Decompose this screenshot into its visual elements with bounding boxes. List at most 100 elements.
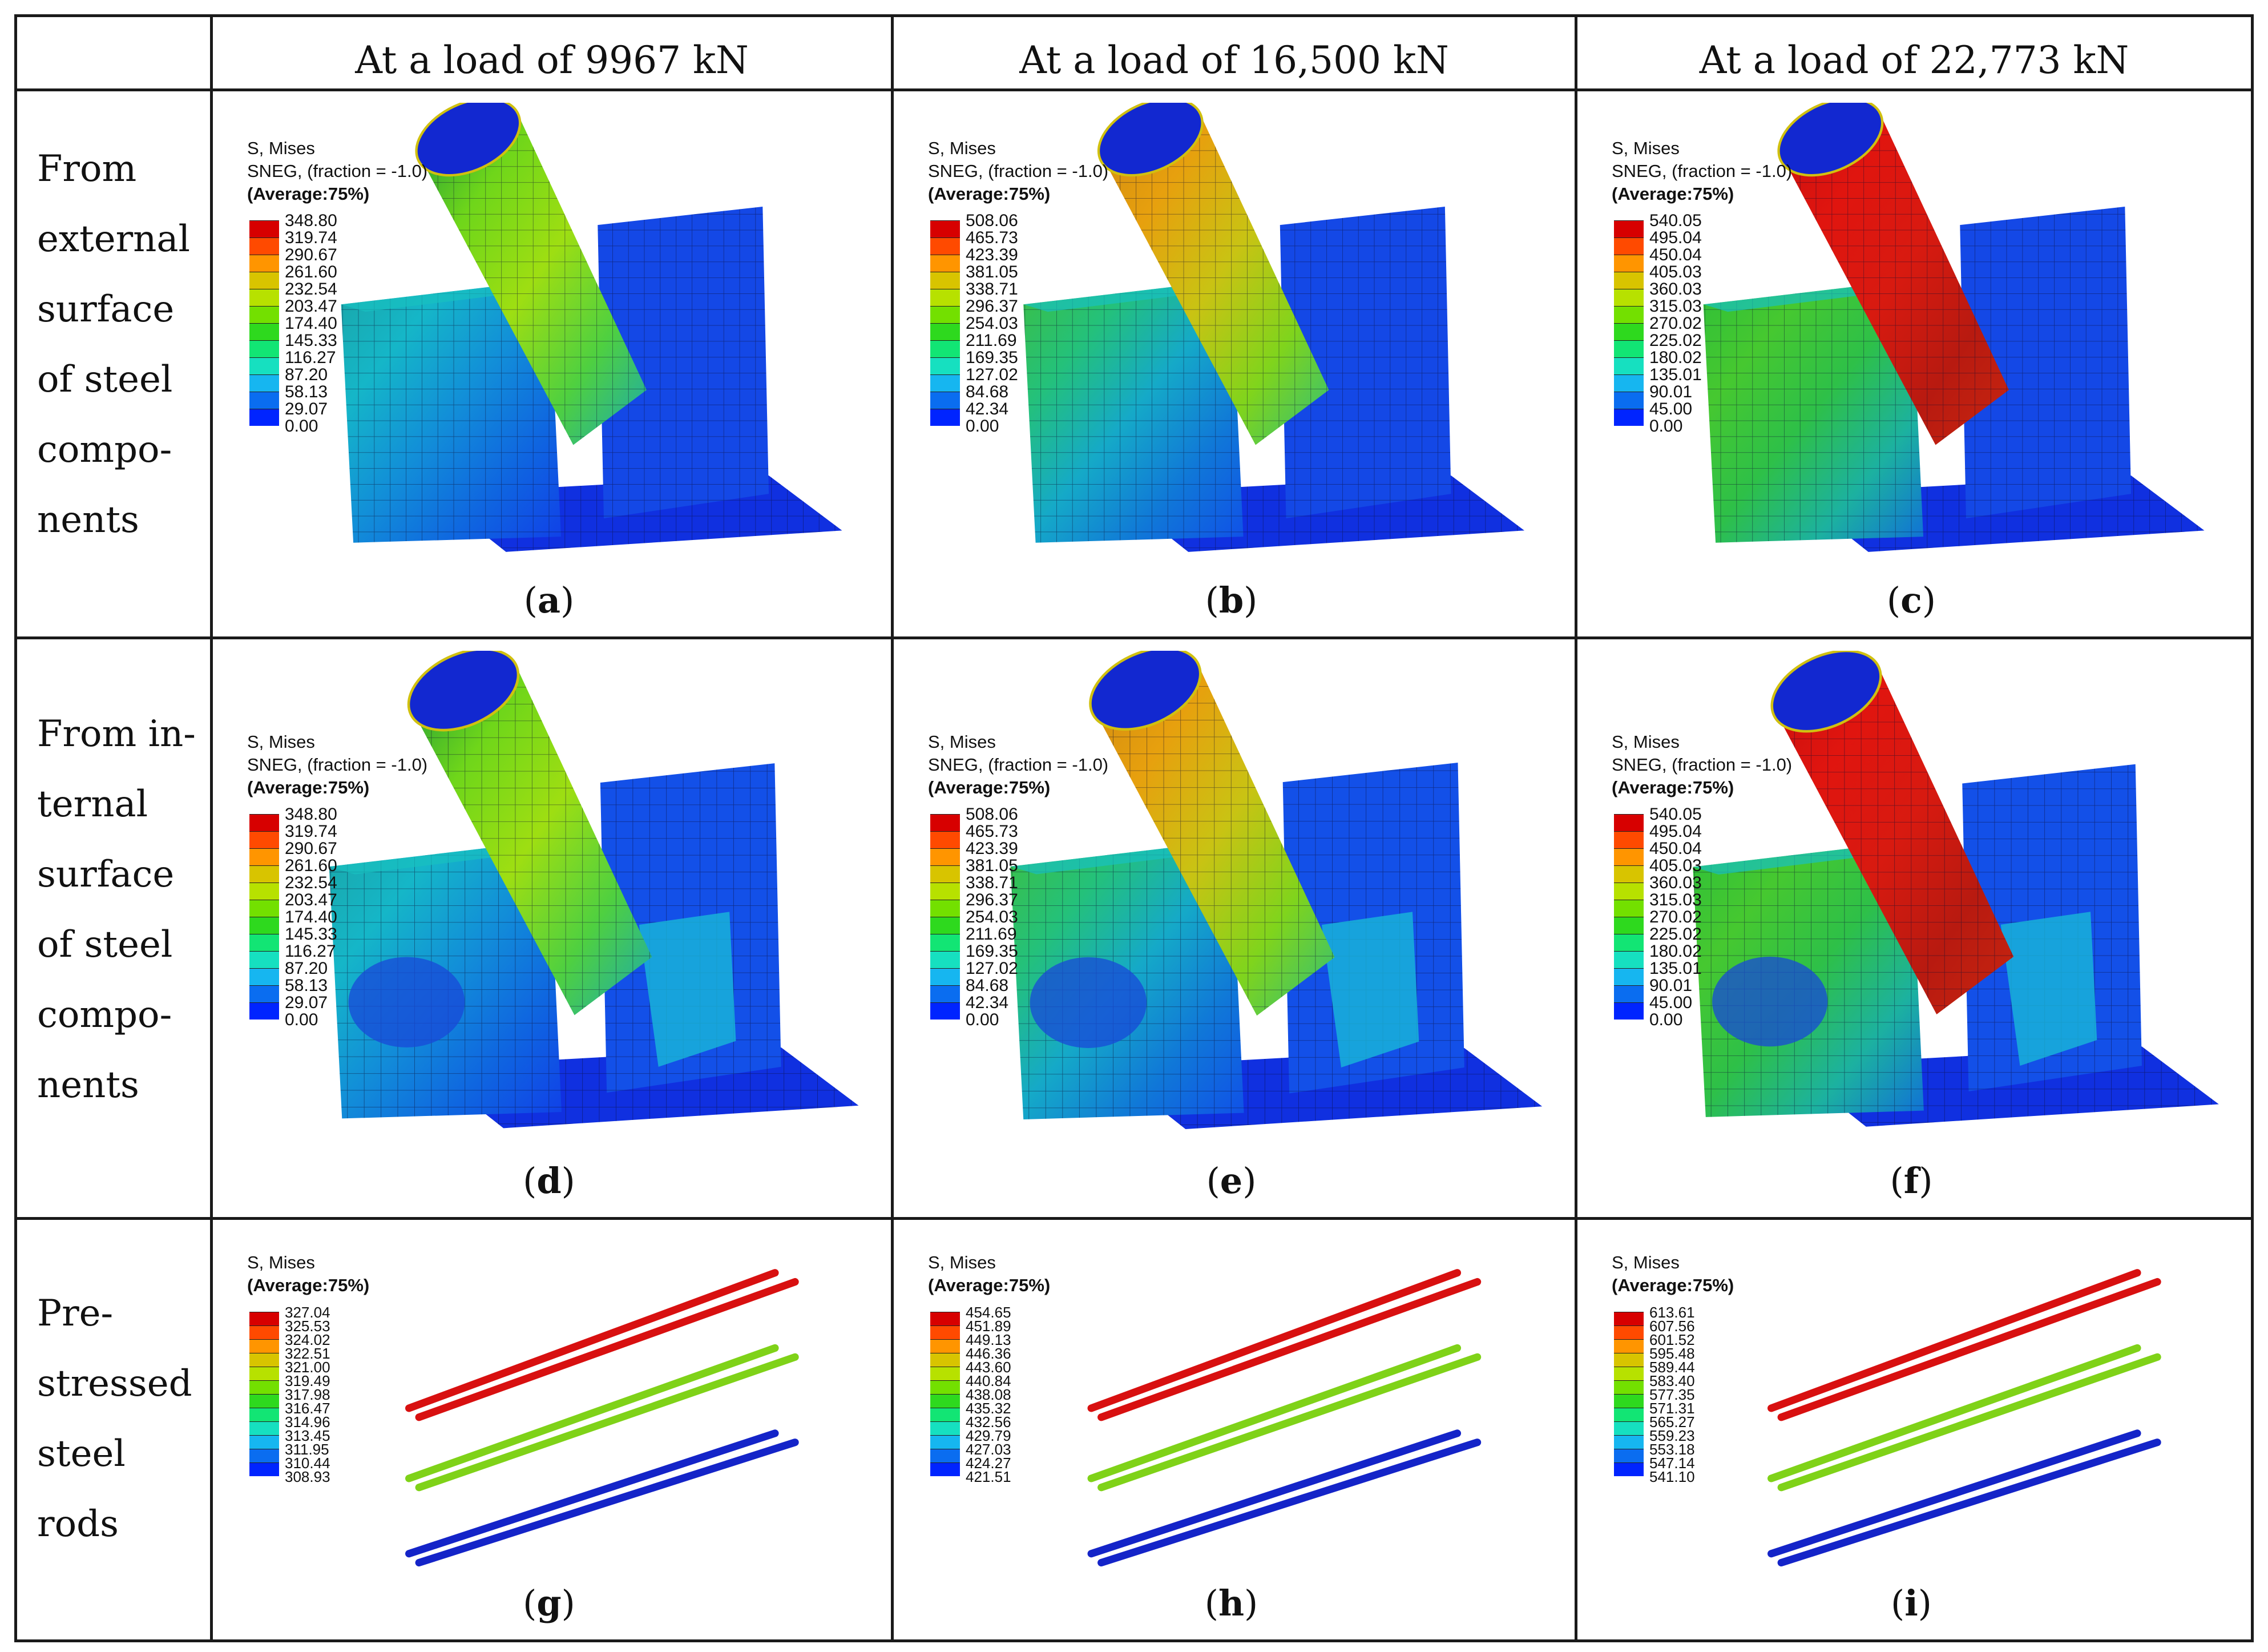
scale-value: 541.10 <box>1649 1468 1695 1485</box>
scale-value: 348.80 <box>285 805 337 824</box>
scale-swatch <box>1614 1325 1644 1339</box>
scale-swatch <box>249 1339 279 1353</box>
scale-swatch <box>1614 255 1644 272</box>
scale-value: 127.02 <box>966 365 1018 384</box>
scale-swatch <box>249 1435 279 1449</box>
scale-swatch <box>930 340 960 357</box>
scale-swatch <box>1614 1462 1644 1476</box>
scale-swatch <box>930 306 960 323</box>
steel-rod <box>1087 1269 1462 1412</box>
scale-value: 116.27 <box>285 348 336 367</box>
scale-swatch <box>1614 934 1644 951</box>
scale-swatch <box>249 409 279 426</box>
scale-swatch <box>930 1312 960 1325</box>
scale-swatch <box>249 357 279 374</box>
legend-sneg: SNEG, (fraction = -1.0) <box>1612 755 1793 775</box>
legend-title: S, Mises <box>1612 1252 1680 1272</box>
scale-value: 429.79 <box>966 1427 1011 1444</box>
scale-value: 29.07 <box>285 993 328 1012</box>
mesh-overlay <box>420 115 647 445</box>
scale-value: 565.27 <box>1649 1413 1695 1431</box>
scale-swatch <box>930 272 960 289</box>
scale-value: 319.74 <box>285 228 337 247</box>
scale-value: 571.31 <box>1649 1400 1695 1417</box>
steel-rod <box>1097 1439 1482 1567</box>
panel-caption: (g) <box>523 1582 575 1624</box>
grid-line <box>14 14 2254 17</box>
scale-value: 540.05 <box>1649 211 1702 230</box>
scale-swatch <box>1614 1312 1644 1325</box>
scale-value: 613.61 <box>1649 1304 1695 1321</box>
scale-swatch <box>1614 392 1644 409</box>
mesh-overlay <box>1103 115 1329 445</box>
inner-stiffener <box>639 912 736 1067</box>
scale-swatch <box>930 865 960 883</box>
scale-value: 254.03 <box>966 314 1018 333</box>
scale-value: 338.71 <box>966 873 1018 892</box>
scale-value: 360.03 <box>1649 280 1702 299</box>
scale-swatch <box>930 255 960 272</box>
panel-caption: (i) <box>1891 1582 1932 1624</box>
legend-title: S, Mises <box>928 1252 996 1272</box>
legend-average: (Average:75%) <box>1612 777 1734 797</box>
scale-value: 116.27 <box>285 942 336 961</box>
scale-value: 454.65 <box>966 1304 1011 1321</box>
scale-value: 440.84 <box>966 1372 1011 1389</box>
scale-value: 45.00 <box>1649 993 1693 1012</box>
scale-value: 315.03 <box>1649 297 1702 316</box>
legend-sneg: SNEG, (fraction = -1.0) <box>928 161 1109 181</box>
scale-swatch <box>249 848 279 865</box>
scale-swatch <box>249 374 279 392</box>
scale-value: 270.02 <box>1649 314 1702 333</box>
legend-average: (Average:75%) <box>1612 184 1734 204</box>
column-header-2: At a load of 16,500 kN <box>1019 38 1449 82</box>
tube-end-cap <box>407 651 520 732</box>
scale-value: 315.03 <box>1649 891 1702 909</box>
color-scale: 454.65 451.89 449.13 446.36 443.60 440.84 438.… <box>930 1304 1056 1485</box>
scale-value: 465.73 <box>966 228 1018 247</box>
fea-model-i <box>1767 1269 2161 1567</box>
grid-line <box>14 636 2254 639</box>
scale-swatch <box>1614 1435 1644 1449</box>
scale-swatch <box>1614 237 1644 255</box>
legend-sneg: SNEG, (fraction = -1.0) <box>247 755 428 775</box>
panel-caption-letter: a <box>537 579 561 621</box>
scale-swatch <box>249 1325 279 1339</box>
scale-swatch <box>249 1421 279 1435</box>
row-label-3: Pre-stressed steel rods <box>37 1292 192 1545</box>
scale-swatch <box>1614 951 1644 968</box>
stress-zone <box>1030 957 1147 1048</box>
tube-end-cap <box>415 103 522 177</box>
scale-value: 42.34 <box>966 400 1009 418</box>
scale-swatch <box>930 237 960 255</box>
scale-value: 449.13 <box>966 1331 1011 1348</box>
panel-d: S, Mises SNEG, (fraction = -1.0) (Average:… <box>213 639 891 1217</box>
legend-title: S, Mises <box>247 138 315 158</box>
scale-value: 446.36 <box>966 1345 1011 1362</box>
legend-average: (Average:75%) <box>928 184 1051 204</box>
scale-value: 169.35 <box>966 942 1018 961</box>
fea-model-d <box>329 651 859 1129</box>
scale-value: 180.02 <box>1649 942 1702 961</box>
scale-swatch <box>930 1002 960 1020</box>
grid-line <box>1575 14 1577 1642</box>
color-scale: 508.06 465.73 423.39 381.05 338.71 296.37 254.… <box>930 212 1056 435</box>
steel-rod <box>405 1344 779 1482</box>
scale-value: 423.39 <box>966 839 1018 858</box>
panel-b: S, Mises SNEG, (fraction = -1.0) (Average:… <box>894 91 1575 636</box>
scale-swatch <box>930 968 960 985</box>
scale-value: 211.69 <box>966 331 1017 350</box>
scale-value: 203.47 <box>285 297 337 316</box>
scale-swatch <box>930 814 960 831</box>
scale-swatch <box>930 392 960 409</box>
mesh-overlay <box>1776 668 2014 1015</box>
scale-value: 601.52 <box>1649 1331 1695 1348</box>
scale-value: 261.60 <box>285 263 337 281</box>
grid-line <box>2251 14 2254 1642</box>
scale-value: 381.05 <box>966 856 1018 875</box>
steel-rod <box>1767 1269 2141 1412</box>
fea-model-e <box>1010 651 1543 1129</box>
stress-legend: S, Mises (Average:75%) 327.04 325.53 324.02 3… <box>247 1251 369 1485</box>
scale-swatch <box>1614 917 1644 934</box>
legend-sneg: SNEG, (fraction = -1.0) <box>1612 161 1793 181</box>
